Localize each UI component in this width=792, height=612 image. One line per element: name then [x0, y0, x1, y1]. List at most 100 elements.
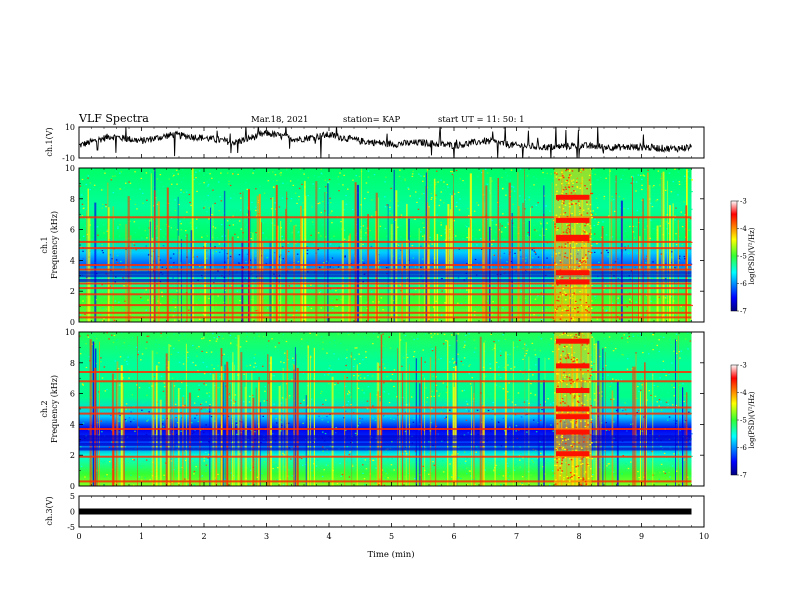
ch1-spectrogram-speckle	[436, 214, 438, 216]
ch1-spectrogram-speckle	[363, 313, 366, 315]
ch2-spectrogram-speckle	[431, 350, 434, 352]
ch2-spectrogram-speckle	[230, 342, 232, 344]
ch2-spectrogram-speckle	[284, 466, 286, 468]
ch1-spectrogram-speckle	[200, 320, 203, 322]
ch1-spectrogram-speckle	[475, 186, 477, 188]
ch1-spectrogram-burst-speckle	[590, 245, 593, 247]
ch2-spectrogram-speckle	[437, 433, 439, 435]
ch2-spectrogram-speckle	[465, 408, 468, 411]
ch1-spectrogram-speckle	[389, 206, 391, 208]
ch1-spectrogram-speckle	[129, 198, 131, 200]
ch1-spectrogram-speckle	[271, 208, 273, 210]
ch1-spectrogram-speckle	[540, 223, 542, 225]
ch1-spectrogram-speckle	[340, 244, 342, 246]
ch1-spectrogram-impulse-stripe	[367, 214, 369, 322]
ch2-spectrogram-speckle	[626, 337, 629, 339]
ch2-spectrogram-speckle	[232, 399, 235, 401]
ch2-spectrogram-speckle	[525, 408, 528, 410]
ch2-spectrogram-speckle	[515, 430, 517, 432]
ch2-spectrogram-speckle	[468, 365, 471, 367]
ch1-spectrogram-impulse-stripe	[272, 197, 274, 322]
ch1-spectrogram-speckle	[547, 195, 550, 197]
ch2-spectrogram-speckle	[163, 382, 166, 384]
ch2-spectrogram-speckle	[357, 425, 359, 427]
ch2-spectrogram-speckle	[626, 430, 628, 432]
ch2-spectrogram-speckle	[351, 463, 354, 465]
ch2-spectrogram-speckle	[500, 354, 502, 357]
ch2-spectrogram-speckle	[234, 401, 236, 403]
ch1-spectrogram-speckle	[255, 206, 257, 208]
ch1-spectrogram-speckle	[119, 192, 121, 194]
ch2-spectrogram-speckle	[527, 471, 530, 473]
ch2-spectrogram-speckle	[502, 475, 505, 477]
ch1-spectrogram-speckle	[221, 193, 224, 195]
ch1-spectrogram-speckle	[594, 173, 596, 175]
ch1-spectrogram-burst-speckle	[577, 307, 579, 309]
ch1-spectrogram-burst-speckle	[569, 297, 572, 299]
ch2-spectrogram-speckle	[334, 432, 337, 434]
ch2-spectrogram-speckle	[670, 479, 673, 481]
ch1-spectrogram-speckle	[511, 185, 513, 187]
ch2-spectrogram-speckle	[671, 362, 673, 364]
ch2-spectrogram-speckle	[529, 463, 531, 465]
ch1-spectrogram-speckle	[83, 277, 85, 280]
ch1-spectrogram-impulse-stripe	[157, 201, 160, 322]
ch1-spectrogram-speckle	[240, 197, 242, 199]
ch1-spectrogram-speckle	[339, 172, 341, 174]
ch2-spectrogram-speckle	[268, 382, 270, 384]
ch1-spectrogram-burst-speckle	[561, 202, 563, 205]
ch2-spectrogram-speckle	[263, 364, 266, 366]
ch1-spectrogram-burst-speckle	[567, 227, 569, 229]
ch1-spectrogram-speckle	[97, 291, 99, 293]
ch2-spectrogram-speckle	[199, 476, 202, 478]
ch1-spectrogram-speckle	[84, 294, 86, 296]
ch2-spectrogram-speckle	[440, 411, 443, 413]
ch2-spectrogram-speckle	[660, 409, 663, 411]
ch1-spectrogram-burst-speckle	[578, 204, 581, 206]
ch2-spectrogram-speckle	[498, 461, 500, 463]
ch2-spectrogram-speckle	[674, 466, 676, 468]
ch2-spectrogram-speckle	[499, 350, 502, 352]
ch2-spectrogram-speckle	[499, 347, 502, 349]
ch1-spectrogram-speckle	[379, 267, 381, 269]
ch1-spectrogram-speckle	[209, 192, 211, 194]
ch2-spectrogram-speckle	[539, 459, 542, 461]
ch2-spectrogram-speckle	[433, 464, 435, 466]
ch2-spectrogram-speckle	[392, 422, 395, 424]
ch2-spectrogram-speckle	[289, 367, 292, 369]
ch1-spectrogram-impulse-stripe	[153, 190, 156, 322]
ch1-spectrogram-speckle	[531, 206, 533, 208]
ch1-spectrogram-speckle	[347, 188, 349, 190]
ch2-spectrogram-speckle	[666, 378, 668, 380]
ch2-spectrogram-speckle	[383, 415, 386, 418]
ch2-spectrogram-speckle	[149, 441, 151, 443]
ch1-spectrogram-speckle	[296, 253, 299, 255]
ch1-spectrogram-speckle	[186, 211, 188, 213]
ch2-spectrogram-speckle	[533, 419, 535, 421]
ch1-spectrogram-speckle	[320, 168, 322, 170]
ch1-spectrogram-speckle	[81, 215, 83, 217]
ch2-spectrogram-speckle	[282, 408, 285, 410]
ch2-spectrogram-speckle	[261, 403, 263, 406]
ch2-spectrogram-speckle	[534, 349, 536, 351]
ch1-spectrogram-burst-speckle	[584, 257, 587, 259]
ch2-spectrogram-speckle	[144, 356, 147, 358]
ch1-spectrogram-speckle	[360, 226, 362, 228]
ch1-spectrogram-speckle	[179, 220, 181, 222]
ch1-spectrogram-speckle	[632, 176, 635, 178]
ch2-spectrogram-speckle	[170, 353, 173, 355]
ch2-spectrogram-speckle	[110, 414, 112, 416]
ch2-spectrogram-speckle	[457, 476, 460, 478]
ch1-spectrogram-speckle	[626, 306, 628, 308]
ch1-spectrogram-speckle	[175, 278, 178, 280]
ch2-spectrogram-speckle	[466, 403, 469, 405]
ch2-spectrogram-speckle	[101, 403, 103, 405]
ch1-spectrogram-speckle	[683, 201, 685, 203]
ch2-spectrogram-speckle	[522, 372, 524, 375]
ch2-spectrogram-speckle	[498, 422, 500, 424]
ch2-spectrogram-speckle	[327, 409, 329, 411]
ch2-spectrogram-speckle	[435, 425, 438, 427]
ch1-spectrogram-burst-speckle	[568, 231, 571, 233]
ch2-spectrogram-speckle	[119, 414, 121, 417]
ch1-spectrogram-speckle	[109, 239, 111, 241]
